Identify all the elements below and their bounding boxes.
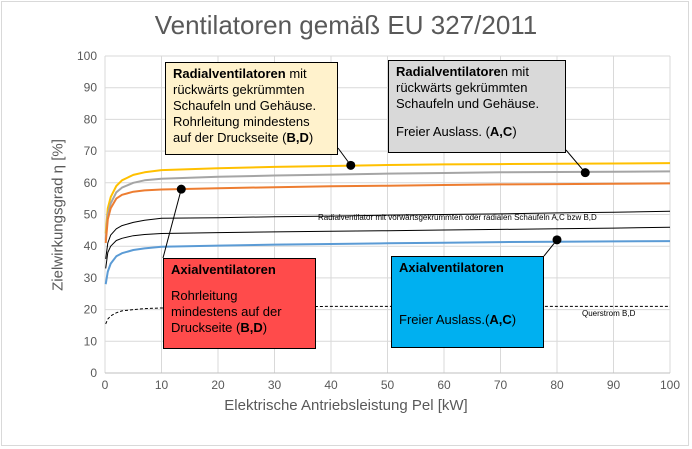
pointer-line-2: [565, 149, 586, 173]
x-tick-label: 20: [211, 378, 225, 392]
series-line-3: [104, 182, 671, 244]
annotation-radial-backward-free: Radialventilatoren mit rückwärts gekrümm…: [388, 60, 566, 153]
pointer-line-4: [543, 239, 558, 257]
series-line-2: [104, 170, 671, 240]
querstrom-label: Querstrom B,D: [582, 309, 636, 318]
series-line-6: [104, 240, 671, 285]
y-tick-label: 30: [84, 271, 98, 285]
x-tick-label: 30: [268, 378, 282, 392]
y-tick-label: 90: [84, 81, 98, 95]
x-tick-label: 60: [437, 378, 451, 392]
pointer-line-1: [337, 147, 352, 166]
x-tick-label: 10: [155, 378, 169, 392]
annotation-axial-pipe-title: Axialventilatoren: [171, 262, 276, 277]
x-tick-label: 40: [324, 378, 338, 392]
series-line-1: [104, 162, 671, 234]
y-tick-label: 100: [77, 49, 97, 63]
y-tick-label: 10: [84, 334, 98, 348]
series-line-5: [105, 226, 671, 269]
pointer-line-3: [162, 189, 182, 259]
x-tick-label: 100: [660, 378, 680, 392]
annotation-radial-backward-pipe: Radialventilatoren mit rückwärts gekrümm…: [165, 62, 338, 155]
y-tick-label: 20: [84, 303, 98, 317]
y-tick-label: 70: [84, 144, 98, 158]
annotation-radial-backward-free-title: Radialventilatore: [396, 64, 501, 79]
annotation-axial-free: Axialventilatoren Freier Auslass.(A,C): [391, 256, 544, 348]
radial-forward-label: Radialventilator mit vorwärtsgekrümmten …: [318, 213, 597, 222]
annotation-radial-backward-pipe-title: Radialventilatoren: [173, 66, 286, 81]
x-tick-label: 0: [102, 378, 109, 392]
x-axis-label: Elektrische Antriebsleistung Pel [kW]: [224, 397, 468, 414]
x-tick-label: 70: [494, 378, 508, 392]
x-tick-label: 50: [381, 378, 395, 392]
y-tick-label: 50: [84, 208, 98, 222]
y-tick-label: 0: [90, 366, 97, 380]
x-tick-label: 90: [607, 378, 621, 392]
y-tick-label: 40: [84, 239, 98, 253]
annotation-axial-free-title: Axialventilatoren: [399, 260, 504, 275]
series-line-4: [105, 210, 671, 259]
y-tick-label: 80: [84, 112, 98, 126]
annotation-axial-pipe: Axialventilatoren Rohrleitung mindestens…: [163, 258, 316, 349]
y-tick-label: 60: [84, 176, 98, 190]
x-tick-label: 80: [550, 378, 564, 392]
chart-title: Ventilatoren gemäß EU 327/2011: [154, 10, 538, 40]
